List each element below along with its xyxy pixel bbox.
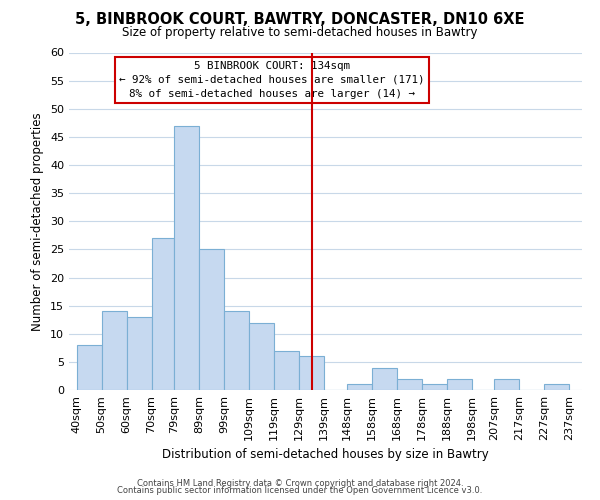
Bar [127,317,152,390]
Text: 5, BINBROOK COURT, BAWTRY, DONCASTER, DN10 6XE: 5, BINBROOK COURT, BAWTRY, DONCASTER, DN… [75,12,525,28]
Bar [347,384,372,390]
X-axis label: Distribution of semi-detached houses by size in Bawtry: Distribution of semi-detached houses by … [162,448,489,462]
Bar [299,356,324,390]
Text: Contains public sector information licensed under the Open Government Licence v3: Contains public sector information licen… [118,486,482,495]
Bar [174,126,199,390]
Bar [447,379,472,390]
Bar [249,322,274,390]
Bar [397,379,422,390]
Text: 5 BINBROOK COURT: 134sqm
← 92% of semi-detached houses are smaller (171)
8% of s: 5 BINBROOK COURT: 134sqm ← 92% of semi-d… [119,61,424,99]
Bar [77,345,101,390]
Bar [199,250,224,390]
Bar [274,350,299,390]
Text: Contains HM Land Registry data © Crown copyright and database right 2024.: Contains HM Land Registry data © Crown c… [137,478,463,488]
Y-axis label: Number of semi-detached properties: Number of semi-detached properties [31,112,44,330]
Text: Size of property relative to semi-detached houses in Bawtry: Size of property relative to semi-detach… [122,26,478,39]
Bar [422,384,447,390]
Bar [224,311,249,390]
Bar [544,384,569,390]
Bar [101,311,127,390]
Bar [494,379,520,390]
Bar [372,368,397,390]
Bar [152,238,174,390]
